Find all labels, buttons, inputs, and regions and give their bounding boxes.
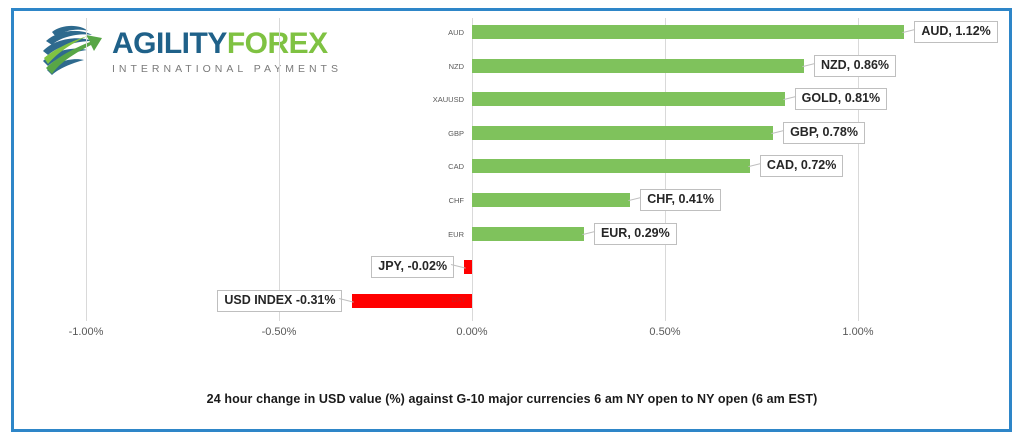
bar: [464, 260, 472, 275]
brand-name-secondary: FOREX: [226, 27, 328, 60]
bar: [472, 193, 631, 207]
category-label: XAUUSD: [432, 95, 464, 105]
bar: [472, 92, 785, 107]
category-label: CHF: [448, 196, 464, 205]
gridline: [858, 18, 859, 321]
category-label: NZD: [448, 61, 464, 71]
bar: [472, 125, 774, 140]
data-label: GOLD, 0.81%: [794, 88, 888, 111]
x-tick-label: 0.50%: [649, 326, 681, 338]
gridline: [279, 18, 280, 321]
data-label: NZD, 0.86%: [813, 54, 897, 77]
bar-inner-annotation: DXY: [451, 296, 466, 304]
category-label: GBP: [448, 128, 464, 138]
x-tick-label: 1.00%: [842, 326, 874, 338]
x-tick-label: -0.50%: [261, 326, 297, 338]
x-tick-label: 0.00%: [456, 326, 488, 338]
category-label: CAD: [448, 162, 464, 172]
decorative-border-frame: [11, 8, 1012, 432]
x-tick-label: -1.00%: [68, 326, 104, 338]
bar: [472, 25, 905, 39]
data-label: CHF, 0.41%: [640, 189, 721, 211]
data-label: USD INDEX -0.31%: [217, 289, 343, 312]
bar: [472, 226, 584, 241]
bar: [472, 58, 804, 73]
brand-wordmark: AGILITYFOREX INTERNATIONAL PAYMENTS: [112, 28, 342, 76]
data-label: CAD, 0.72%: [759, 155, 844, 178]
bar: DXY: [352, 293, 472, 308]
globe-swoosh-icon: [40, 22, 106, 82]
bar: [472, 159, 750, 174]
data-label: GBP, 0.78%: [783, 121, 865, 144]
data-label: EUR, 0.29%: [593, 222, 677, 245]
category-label: EUR: [448, 229, 464, 239]
category-label: AUD: [448, 28, 464, 37]
chart-caption: 24 hour change in USD value (%) against …: [206, 392, 818, 406]
brand-logo: AGILITYFOREX INTERNATIONAL PAYMENTS: [40, 22, 340, 84]
gridline: [86, 18, 87, 321]
brand-name: AGILITYFOREX: [112, 28, 342, 60]
brand-tagline: INTERNATIONAL PAYMENTS: [112, 63, 342, 75]
brand-name-primary: AGILITY: [112, 27, 227, 60]
data-label: AUD, 1.12%: [914, 21, 998, 43]
data-label: JPY, -0.02%: [371, 256, 455, 279]
